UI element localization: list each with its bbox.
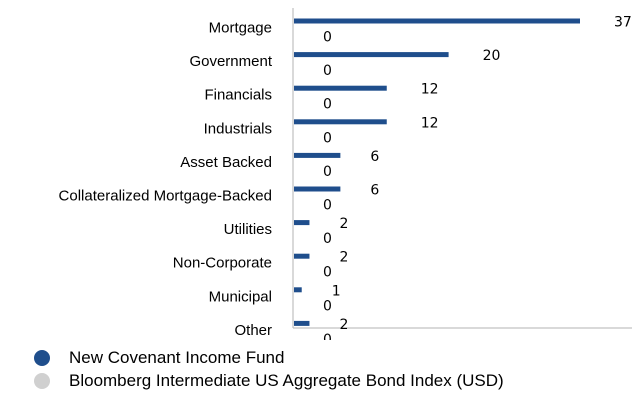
data-label-fund-government: 20 bbox=[483, 48, 501, 64]
bar-fund-municipal bbox=[294, 287, 302, 293]
legend-swatch-index bbox=[34, 372, 50, 389]
data-label-fund-other: 2 bbox=[339, 317, 348, 333]
legend-item-fund[interactable]: New Covenant Income Fund bbox=[34, 346, 634, 369]
data-label-index-mortgage: 0 bbox=[323, 30, 332, 46]
data-label-index-asset-backed: 0 bbox=[323, 164, 332, 180]
bar-fund-government bbox=[294, 52, 449, 58]
bar-fund-collateralized-mortgage-backed bbox=[294, 186, 341, 192]
bar-fund-financials bbox=[294, 85, 387, 91]
category-label-non-corporate: Non-Corporate bbox=[173, 255, 272, 272]
category-label-industrials: Industrials bbox=[204, 120, 272, 137]
data-label-fund-mortgage: 37 bbox=[614, 15, 632, 31]
legend-swatch-fund bbox=[34, 349, 50, 366]
bar-fund-non-corporate bbox=[294, 253, 310, 259]
data-label-fund-industrials: 12 bbox=[421, 115, 439, 131]
data-label-index-collateralized-mortgage-backed: 0 bbox=[323, 198, 332, 214]
data-label-index-financials: 0 bbox=[323, 97, 332, 113]
category-label-asset-backed: Asset Backed bbox=[180, 154, 272, 171]
data-label-index-municipal: 0 bbox=[323, 298, 332, 314]
data-label-fund-collateralized-mortgage-backed: 6 bbox=[370, 183, 379, 199]
bar-fund-asset-backed bbox=[294, 152, 341, 158]
data-label-index-other: 0 bbox=[323, 332, 332, 340]
bar-fund-industrials bbox=[294, 119, 387, 125]
legend-label-fund: New Covenant Income Fund bbox=[69, 347, 285, 367]
bar-fund-other bbox=[294, 320, 310, 326]
data-label-index-non-corporate: 0 bbox=[323, 265, 332, 281]
category-label-financials: Financials bbox=[204, 87, 272, 104]
data-label-fund-non-corporate: 2 bbox=[339, 250, 348, 266]
category-label-other: Other bbox=[234, 322, 272, 339]
data-label-fund-financials: 12 bbox=[421, 82, 439, 98]
legend-item-index[interactable]: Bloomberg Intermediate US Aggregate Bond… bbox=[34, 369, 634, 392]
data-label-fund-municipal: 1 bbox=[332, 283, 341, 299]
data-label-fund-asset-backed: 6 bbox=[370, 149, 379, 165]
category-label-collateralized-mortgage-backed: Collateralized Mortgage-Backed bbox=[59, 188, 272, 205]
data-label-index-utilities: 0 bbox=[323, 231, 332, 247]
data-label-index-government: 0 bbox=[323, 63, 332, 79]
category-label-government: Government bbox=[189, 53, 272, 70]
category-label-municipal: Municipal bbox=[209, 288, 272, 305]
data-label-index-industrials: 0 bbox=[323, 130, 332, 146]
category-label-mortgage: Mortgage bbox=[209, 20, 272, 37]
bar-fund-utilities bbox=[294, 220, 310, 226]
data-label-fund-utilities: 2 bbox=[339, 216, 348, 232]
chart-legend: New Covenant Income Fund Bloomberg Inter… bbox=[34, 346, 634, 392]
legend-label-index: Bloomberg Intermediate US Aggregate Bond… bbox=[69, 370, 504, 390]
bar-fund-mortgage bbox=[294, 18, 580, 24]
category-label-utilities: Utilities bbox=[224, 221, 272, 238]
